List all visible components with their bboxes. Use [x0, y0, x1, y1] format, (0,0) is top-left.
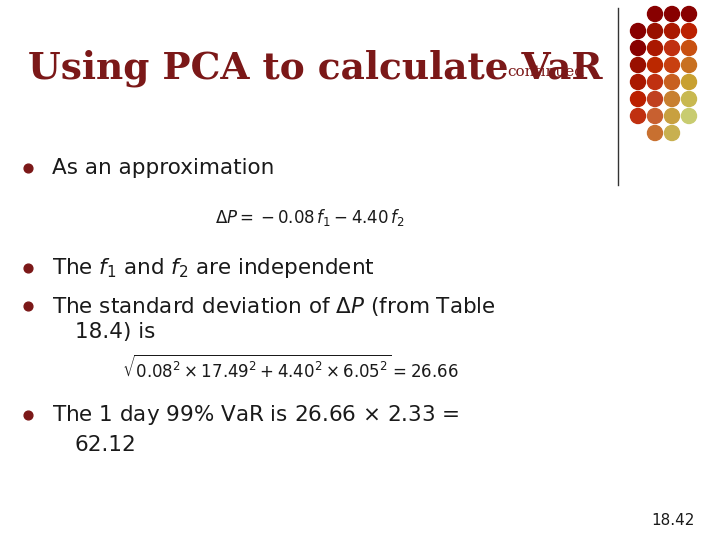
Text: 18.42: 18.42	[652, 513, 695, 528]
Circle shape	[682, 57, 696, 72]
Circle shape	[682, 6, 696, 22]
Text: continued: continued	[507, 65, 584, 79]
Circle shape	[631, 57, 646, 72]
Text: The standard deviation of $\Delta P$ (from Table: The standard deviation of $\Delta P$ (fr…	[52, 294, 496, 318]
Point	[22, 164, 34, 172]
Circle shape	[665, 24, 680, 38]
Circle shape	[647, 24, 662, 38]
Circle shape	[647, 57, 662, 72]
Circle shape	[665, 91, 680, 106]
Circle shape	[631, 91, 646, 106]
Circle shape	[647, 109, 662, 124]
Text: $\sqrt{0.08^2 \times 17.49^2 + 4.40^2 \times 6.05^2} = 26.66$: $\sqrt{0.08^2 \times 17.49^2 + 4.40^2 \t…	[122, 354, 459, 382]
Text: 62.12: 62.12	[75, 435, 137, 455]
Circle shape	[647, 75, 662, 90]
Point	[22, 411, 34, 420]
Text: The 1 day 99% VaR is 26.66 $\times$ 2.33 =: The 1 day 99% VaR is 26.66 $\times$ 2.33…	[52, 403, 459, 427]
Circle shape	[682, 75, 696, 90]
Text: The $f_1$ and $f_2$ are independent: The $f_1$ and $f_2$ are independent	[52, 256, 375, 280]
Circle shape	[682, 109, 696, 124]
Point	[22, 302, 34, 310]
Circle shape	[665, 125, 680, 140]
Text: As an approximation: As an approximation	[52, 158, 274, 178]
Circle shape	[631, 24, 646, 38]
Circle shape	[665, 57, 680, 72]
Circle shape	[647, 40, 662, 56]
Circle shape	[631, 109, 646, 124]
Circle shape	[665, 40, 680, 56]
Circle shape	[647, 6, 662, 22]
Text: Using PCA to calculate VaR: Using PCA to calculate VaR	[28, 49, 603, 87]
Circle shape	[631, 75, 646, 90]
Circle shape	[647, 91, 662, 106]
Circle shape	[665, 6, 680, 22]
Point	[22, 264, 34, 272]
Circle shape	[682, 40, 696, 56]
Circle shape	[682, 24, 696, 38]
Circle shape	[631, 40, 646, 56]
Circle shape	[665, 75, 680, 90]
Circle shape	[665, 109, 680, 124]
Circle shape	[647, 125, 662, 140]
Text: $\Delta P = -0.08\,f_1 - 4.40\,f_2$: $\Delta P = -0.08\,f_1 - 4.40\,f_2$	[215, 207, 405, 228]
Text: 18.4) is: 18.4) is	[75, 322, 156, 342]
Circle shape	[682, 91, 696, 106]
